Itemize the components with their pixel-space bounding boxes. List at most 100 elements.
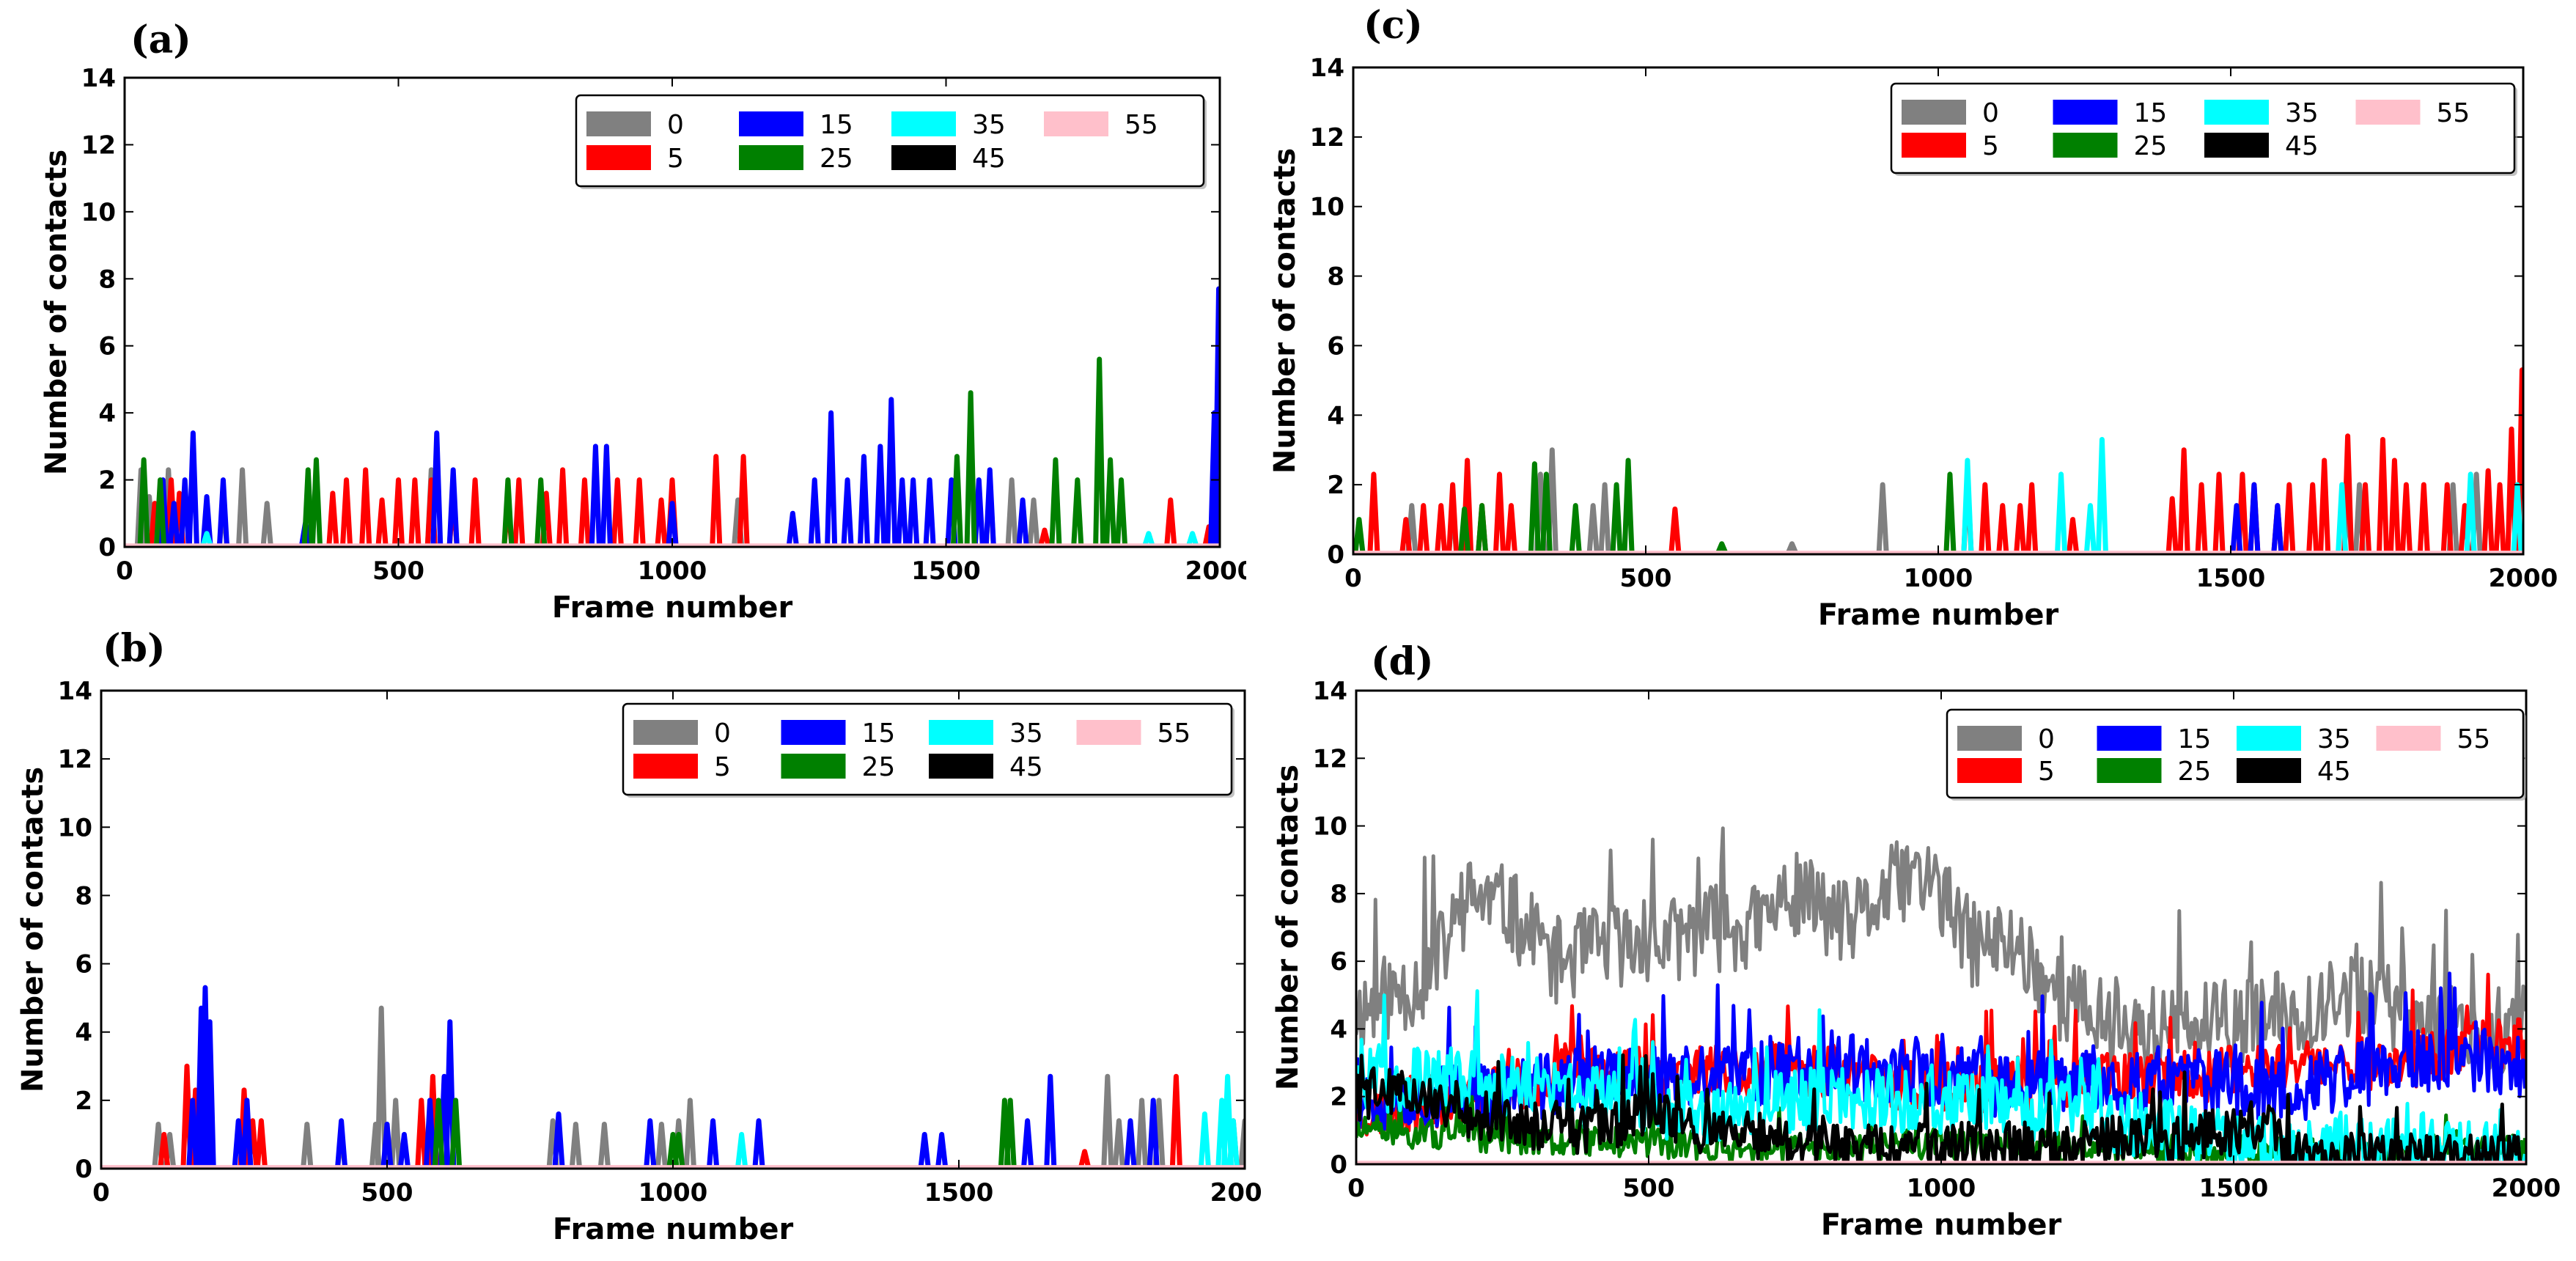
- spike-5: [1668, 506, 1682, 553]
- spike-15: [808, 477, 821, 545]
- y-tick-label: 12: [58, 745, 92, 774]
- spike-0: [1027, 497, 1040, 545]
- legend-item-35: 35: [2204, 98, 2319, 128]
- series-35: [1356, 989, 2526, 1164]
- y-tick-label: 0: [75, 1155, 92, 1184]
- spike-5: [468, 477, 482, 545]
- spike-15: [2230, 503, 2243, 553]
- legend-label: 35: [972, 110, 1006, 140]
- spike-25: [1115, 477, 1128, 545]
- legend-swatch: [891, 145, 956, 170]
- x-tick-label: 2000: [1185, 556, 1246, 586]
- legend-label: 25: [862, 752, 896, 782]
- legend-swatch: [2097, 726, 2162, 751]
- series-35: [200, 531, 1199, 546]
- spike-5: [2195, 482, 2208, 553]
- panel-b: (b) 0 500 1000 1500 2000 0 2 4 6 8 10 12 14 Frame num…: [0, 625, 1279, 1258]
- y-tick-label: 8: [98, 265, 116, 294]
- plot-series: [125, 286, 1220, 547]
- legend-swatch: [2204, 133, 2269, 158]
- legend-label: 45: [1009, 752, 1043, 782]
- panel-c: (c) 0 500 1000 1500 2000 0 2 4 6 8 10 12 14 Frame num…: [1268, 0, 2576, 632]
- spike-25: [1353, 517, 1366, 554]
- series-15: [1356, 971, 2526, 1132]
- y-tick-label: 8: [75, 881, 92, 911]
- spike-25: [534, 477, 548, 545]
- x-axis-label: Frame number: [552, 591, 793, 623]
- spike-5: [2306, 482, 2319, 553]
- spike-5: [1435, 503, 1448, 553]
- x-axis-label: Frame number: [553, 1213, 794, 1246]
- legend-label: 25: [820, 144, 853, 174]
- legend-swatch: [2097, 758, 2162, 783]
- spike-0: [655, 1121, 668, 1167]
- legend-swatch: [633, 754, 698, 779]
- y-tick-label: 2: [75, 1087, 92, 1116]
- legend-item-0: 0: [633, 718, 731, 749]
- spike-25: [137, 457, 150, 545]
- spike-15: [200, 493, 213, 545]
- spike-5: [556, 467, 570, 545]
- x-tick-label: 2000: [2489, 564, 2558, 593]
- chart-c: 0 500 1000 1500 2000 0 2 4 6 8 10 12 14 Frame number N…: [1268, 54, 2558, 632]
- legend-label: 15: [2178, 724, 2212, 754]
- spike-0: [1136, 1098, 1149, 1167]
- legend-label: 55: [2437, 98, 2470, 128]
- spike-0: [375, 1005, 388, 1167]
- legend-item-55: 55: [1076, 718, 1191, 749]
- spike-5: [2399, 482, 2413, 553]
- spike-15: [552, 1111, 565, 1167]
- spike-35: [2464, 471, 2477, 553]
- spike-5: [578, 477, 591, 545]
- spike-35: [1961, 457, 1974, 553]
- y-tick-label: 14: [81, 64, 116, 93]
- x-tick-label: 1500: [924, 1178, 994, 1207]
- spike-15: [707, 1118, 720, 1167]
- legend-swatch: [1902, 133, 1966, 158]
- spike-5: [1038, 527, 1051, 546]
- legend-swatch: [1044, 111, 1108, 136]
- legend-label: 0: [667, 110, 684, 140]
- spike-5: [2417, 482, 2430, 553]
- legend-item-15: 15: [739, 110, 853, 140]
- spike-25: [1093, 356, 1106, 545]
- spike-5: [1446, 482, 1460, 553]
- y-tick-label: 2: [1330, 1083, 1347, 1112]
- y-tick-label: 14: [1313, 677, 1347, 706]
- spike-5: [1504, 503, 1517, 553]
- spike-25: [964, 390, 977, 545]
- x-tick-label: 1000: [1907, 1174, 1976, 1203]
- legend-swatch: [781, 720, 846, 745]
- x-tick-label: 500: [1623, 1174, 1675, 1203]
- spike-15: [232, 1118, 245, 1167]
- spike-0: [597, 1121, 611, 1167]
- spike-15: [240, 1098, 254, 1167]
- spike-5: [2177, 447, 2190, 553]
- legend-swatch: [2237, 726, 2301, 751]
- x-tick-label: 2000: [2492, 1174, 2561, 1203]
- y-tick-label: 4: [75, 1018, 92, 1048]
- legend-item-45: 45: [929, 752, 1043, 782]
- spike-25: [1528, 461, 1541, 553]
- spike-15: [885, 397, 898, 545]
- spike-0: [569, 1121, 582, 1167]
- spike-15: [2248, 482, 2261, 553]
- x-tick-label: 1500: [2196, 564, 2266, 593]
- legend-label: 25: [2134, 131, 2168, 161]
- legend-item-5: 5: [633, 752, 731, 782]
- y-tick-label: 2: [98, 466, 116, 496]
- legend-box: [1946, 708, 2525, 799]
- x-tick-label: 1000: [1904, 564, 1973, 593]
- chart-b: 0 500 1000 1500 2000 0 2 4 6 8 10 12 14 Frame number N…: [16, 677, 1279, 1246]
- spike-25: [154, 477, 167, 545]
- spike-5: [1417, 503, 1430, 553]
- x-tick-label: 1500: [2199, 1174, 2269, 1203]
- spike-25: [501, 477, 515, 545]
- spike-35: [1186, 531, 1199, 546]
- spike-5: [254, 1118, 268, 1167]
- spike-5: [158, 1131, 171, 1168]
- spike-0: [1101, 1073, 1114, 1167]
- spike-15: [666, 501, 679, 546]
